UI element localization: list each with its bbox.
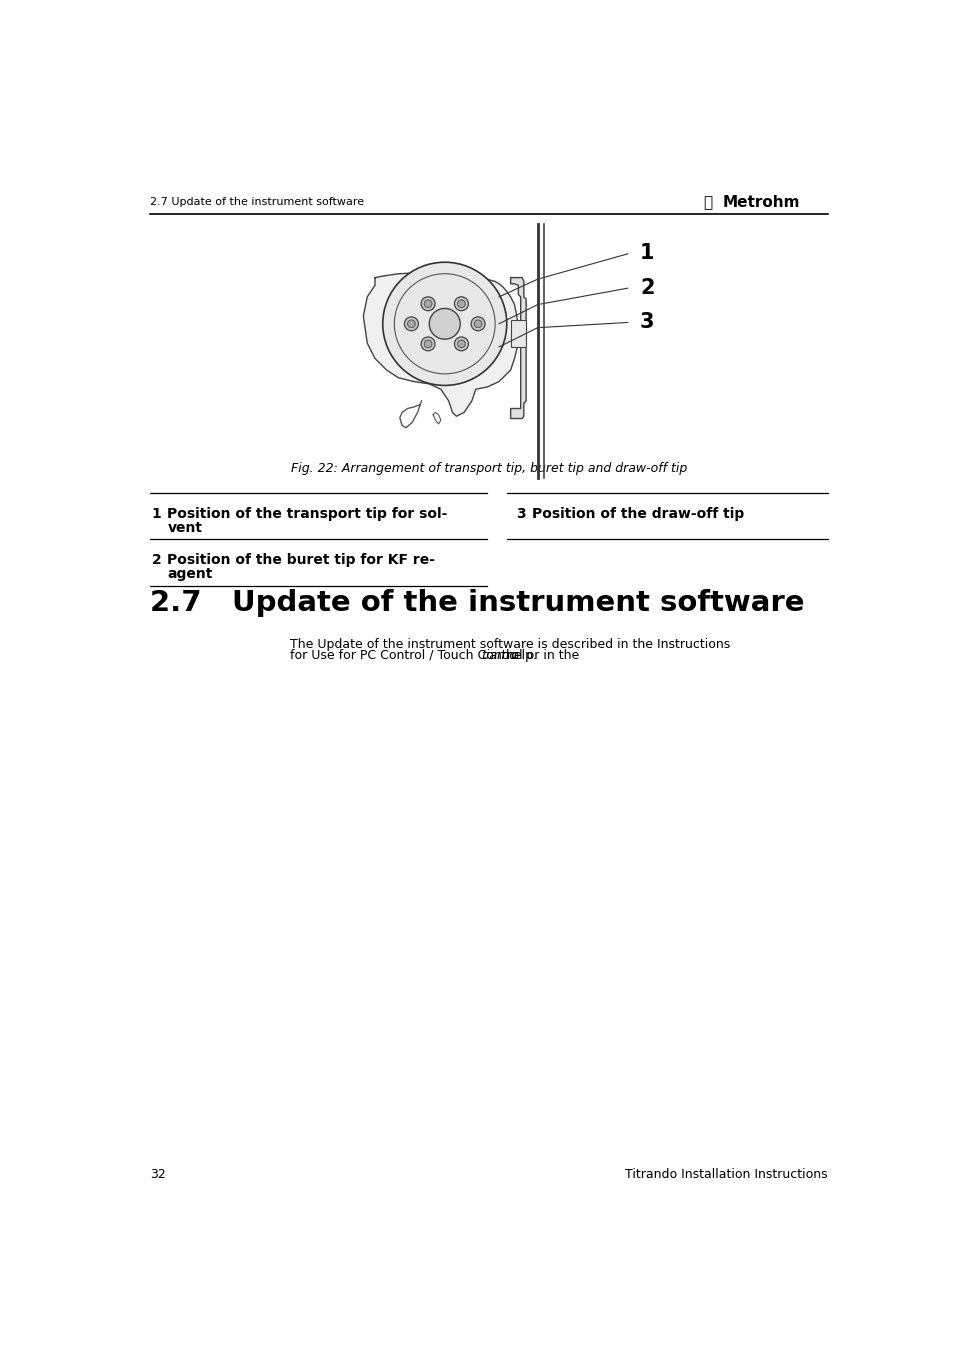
Text: Position of the draw-off tip: Position of the draw-off tip (531, 507, 743, 521)
Text: Titrando Installation Instructions: Titrando Installation Instructions (624, 1169, 827, 1181)
Circle shape (454, 336, 468, 351)
Circle shape (471, 317, 484, 331)
Circle shape (454, 297, 468, 311)
Polygon shape (510, 277, 525, 419)
Text: Position of the transport tip for sol-: Position of the transport tip for sol- (167, 507, 447, 521)
Text: Position of the buret tip for KF re-: Position of the buret tip for KF re- (167, 554, 435, 567)
Text: 1: 1 (152, 507, 161, 521)
Text: 3: 3 (516, 507, 525, 521)
Text: tiamo: tiamo (481, 648, 517, 662)
Circle shape (474, 320, 481, 328)
Circle shape (420, 336, 435, 351)
Text: 2: 2 (639, 277, 654, 297)
Text: for Use for PC Control / Touch Control or in the: for Use for PC Control / Touch Control o… (290, 648, 582, 662)
Circle shape (457, 340, 465, 347)
Circle shape (420, 297, 435, 311)
Circle shape (404, 317, 418, 331)
Text: agent: agent (167, 567, 213, 581)
Text: 2: 2 (152, 554, 161, 567)
Bar (510, 320, 525, 347)
Polygon shape (363, 273, 517, 416)
Text: help.: help. (501, 648, 537, 662)
Circle shape (457, 300, 465, 308)
Text: The Update of the instrument software is described in the Instructions: The Update of the instrument software is… (290, 638, 729, 651)
Circle shape (429, 308, 459, 339)
Text: Fig. 22: Arrangement of transport tip, buret tip and draw-off tip: Fig. 22: Arrangement of transport tip, b… (291, 462, 686, 476)
Text: 2.7 Update of the instrument software: 2.7 Update of the instrument software (150, 197, 364, 207)
Circle shape (407, 320, 415, 328)
Text: 32: 32 (150, 1169, 166, 1181)
Text: Metrohm: Metrohm (721, 195, 799, 209)
Text: 1: 1 (639, 243, 654, 263)
Circle shape (382, 262, 506, 385)
Text: 3: 3 (639, 312, 654, 332)
Circle shape (424, 340, 432, 347)
Circle shape (424, 300, 432, 308)
Text: ⛹: ⛹ (703, 195, 712, 209)
Text: 2.7   Update of the instrument software: 2.7 Update of the instrument software (150, 589, 804, 617)
Text: vent: vent (167, 521, 202, 535)
